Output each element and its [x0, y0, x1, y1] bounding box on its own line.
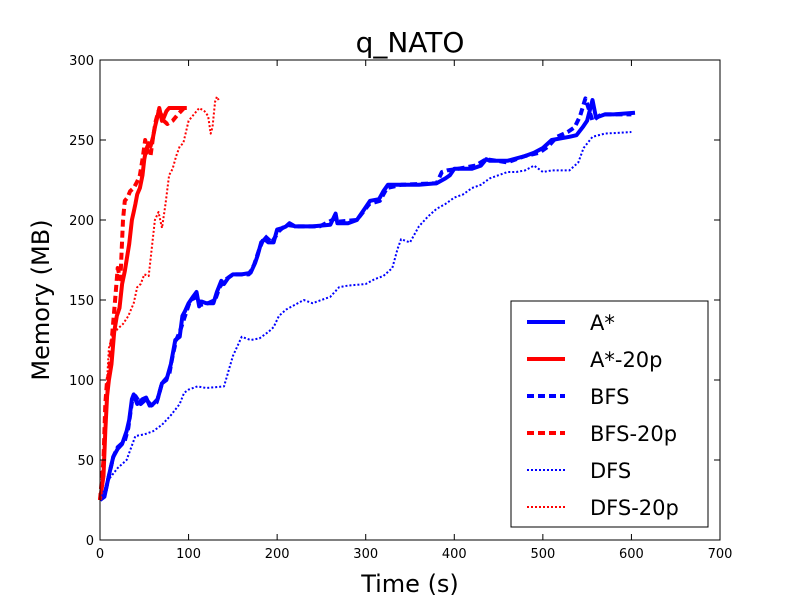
x-axis: 0 100 200 300 400 500 600 700 — [96, 60, 733, 562]
legend-label-1: A*-20p — [590, 348, 663, 372]
series-line-5 — [99, 95, 220, 501]
y-axis: 0 50 100 150 200 250 300 — [69, 54, 720, 549]
x-tick-label-7: 700 — [708, 547, 733, 562]
legend: A* A*-20p BFS BFS-20p DFS DFS-20p — [510, 300, 709, 528]
series-layer — [98, 95, 636, 502]
x-axis-label: Time (s) — [360, 570, 459, 598]
y-tick-label-5: 250 — [69, 134, 94, 149]
y-tick-label-0: 0 — [86, 534, 94, 549]
legend-frame — [510, 300, 709, 528]
legend-label-2: BFS — [590, 385, 629, 409]
x-tick-label-3: 300 — [353, 547, 378, 562]
legend-label-4: DFS — [590, 459, 631, 483]
x-tick-label-1: 100 — [176, 547, 201, 562]
y-tick-label-1: 50 — [77, 454, 94, 469]
x-tick-label-6: 600 — [619, 547, 644, 562]
x-tick-label-4: 400 — [442, 547, 467, 562]
y-tick-label-6: 300 — [69, 54, 94, 69]
x-tick-label-5: 500 — [530, 547, 555, 562]
y-axis-label: Memory (MB) — [27, 219, 55, 380]
series-line-2 — [98, 96, 632, 502]
series-line-3 — [98, 106, 186, 501]
x-tick-label-2: 200 — [265, 547, 290, 562]
y-tick-label-2: 100 — [69, 374, 94, 389]
legend-label-5: DFS-20p — [590, 496, 679, 520]
legend-label-3: BFS-20p — [590, 422, 677, 446]
chart-title: q_NATO — [356, 26, 465, 59]
y-tick-label-3: 150 — [69, 294, 94, 309]
x-tick-label-0: 0 — [96, 547, 104, 562]
legend-label-0: A* — [590, 311, 615, 335]
y-tick-label-4: 200 — [69, 214, 94, 229]
